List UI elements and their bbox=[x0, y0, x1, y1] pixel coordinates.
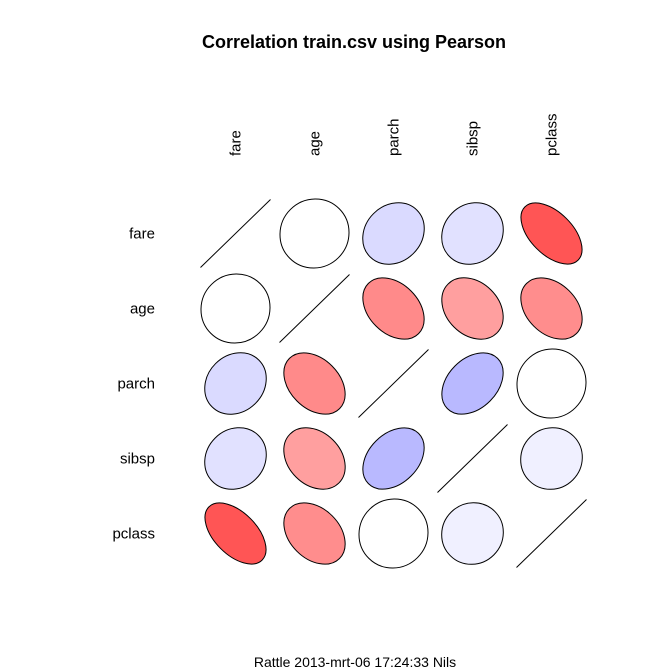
row-label-fare: fare bbox=[129, 226, 155, 243]
footer-text: Rattle 2013-mrt-06 17:24:33 Nils bbox=[254, 654, 456, 670]
diagonal-line-age bbox=[279, 274, 350, 343]
column-label-parch: parch bbox=[386, 118, 403, 156]
ellipse-sibsp-pclass bbox=[520, 427, 583, 490]
row-label-sibsp: sibsp bbox=[120, 451, 155, 468]
diagonal-line-fare bbox=[200, 199, 271, 268]
row-labels: fare age parch sibsp pclass bbox=[112, 226, 155, 543]
ellipse-age-sibsp bbox=[441, 277, 504, 340]
diagonal-line-parch bbox=[358, 349, 429, 418]
diagonal-line-pclass bbox=[516, 499, 587, 568]
ellipse-parch-pclass bbox=[516, 348, 587, 419]
diagonal-line-sibsp bbox=[437, 424, 508, 493]
row-label-parch: parch bbox=[117, 376, 155, 393]
ellipse-parch-age bbox=[283, 352, 346, 415]
ellipse-parch-sibsp bbox=[441, 352, 504, 415]
column-label-sibsp: sibsp bbox=[465, 121, 482, 156]
column-label-fare: fare bbox=[228, 130, 245, 156]
column-label-age: age bbox=[307, 131, 324, 156]
ellipse-age-fare bbox=[200, 273, 271, 344]
ellipse-sibsp-parch bbox=[362, 427, 425, 490]
column-label-pclass: pclass bbox=[544, 113, 561, 156]
ellipse-fare-sibsp bbox=[441, 202, 504, 265]
ellipse-fare-pclass bbox=[520, 202, 583, 265]
ellipse-pclass-age bbox=[283, 502, 346, 565]
ellipse-sibsp-fare bbox=[204, 427, 267, 490]
ellipse-pclass-parch bbox=[358, 498, 429, 569]
ellipse-parch-fare bbox=[204, 352, 267, 415]
ellipse-age-pclass bbox=[520, 277, 583, 340]
ellipse-age-parch bbox=[362, 277, 425, 340]
chart-title: Correlation train.csv using Pearson bbox=[202, 32, 506, 52]
ellipse-fare-age bbox=[279, 198, 350, 269]
correlation-cells bbox=[200, 198, 587, 569]
ellipse-pclass-fare bbox=[204, 502, 267, 565]
row-label-age: age bbox=[130, 301, 155, 318]
column-labels: fare age parch sibsp pclass bbox=[228, 113, 561, 156]
ellipse-pclass-sibsp bbox=[441, 502, 504, 565]
ellipse-fare-parch bbox=[362, 202, 425, 265]
ellipse-sibsp-age bbox=[283, 427, 346, 490]
row-label-pclass: pclass bbox=[112, 526, 155, 543]
